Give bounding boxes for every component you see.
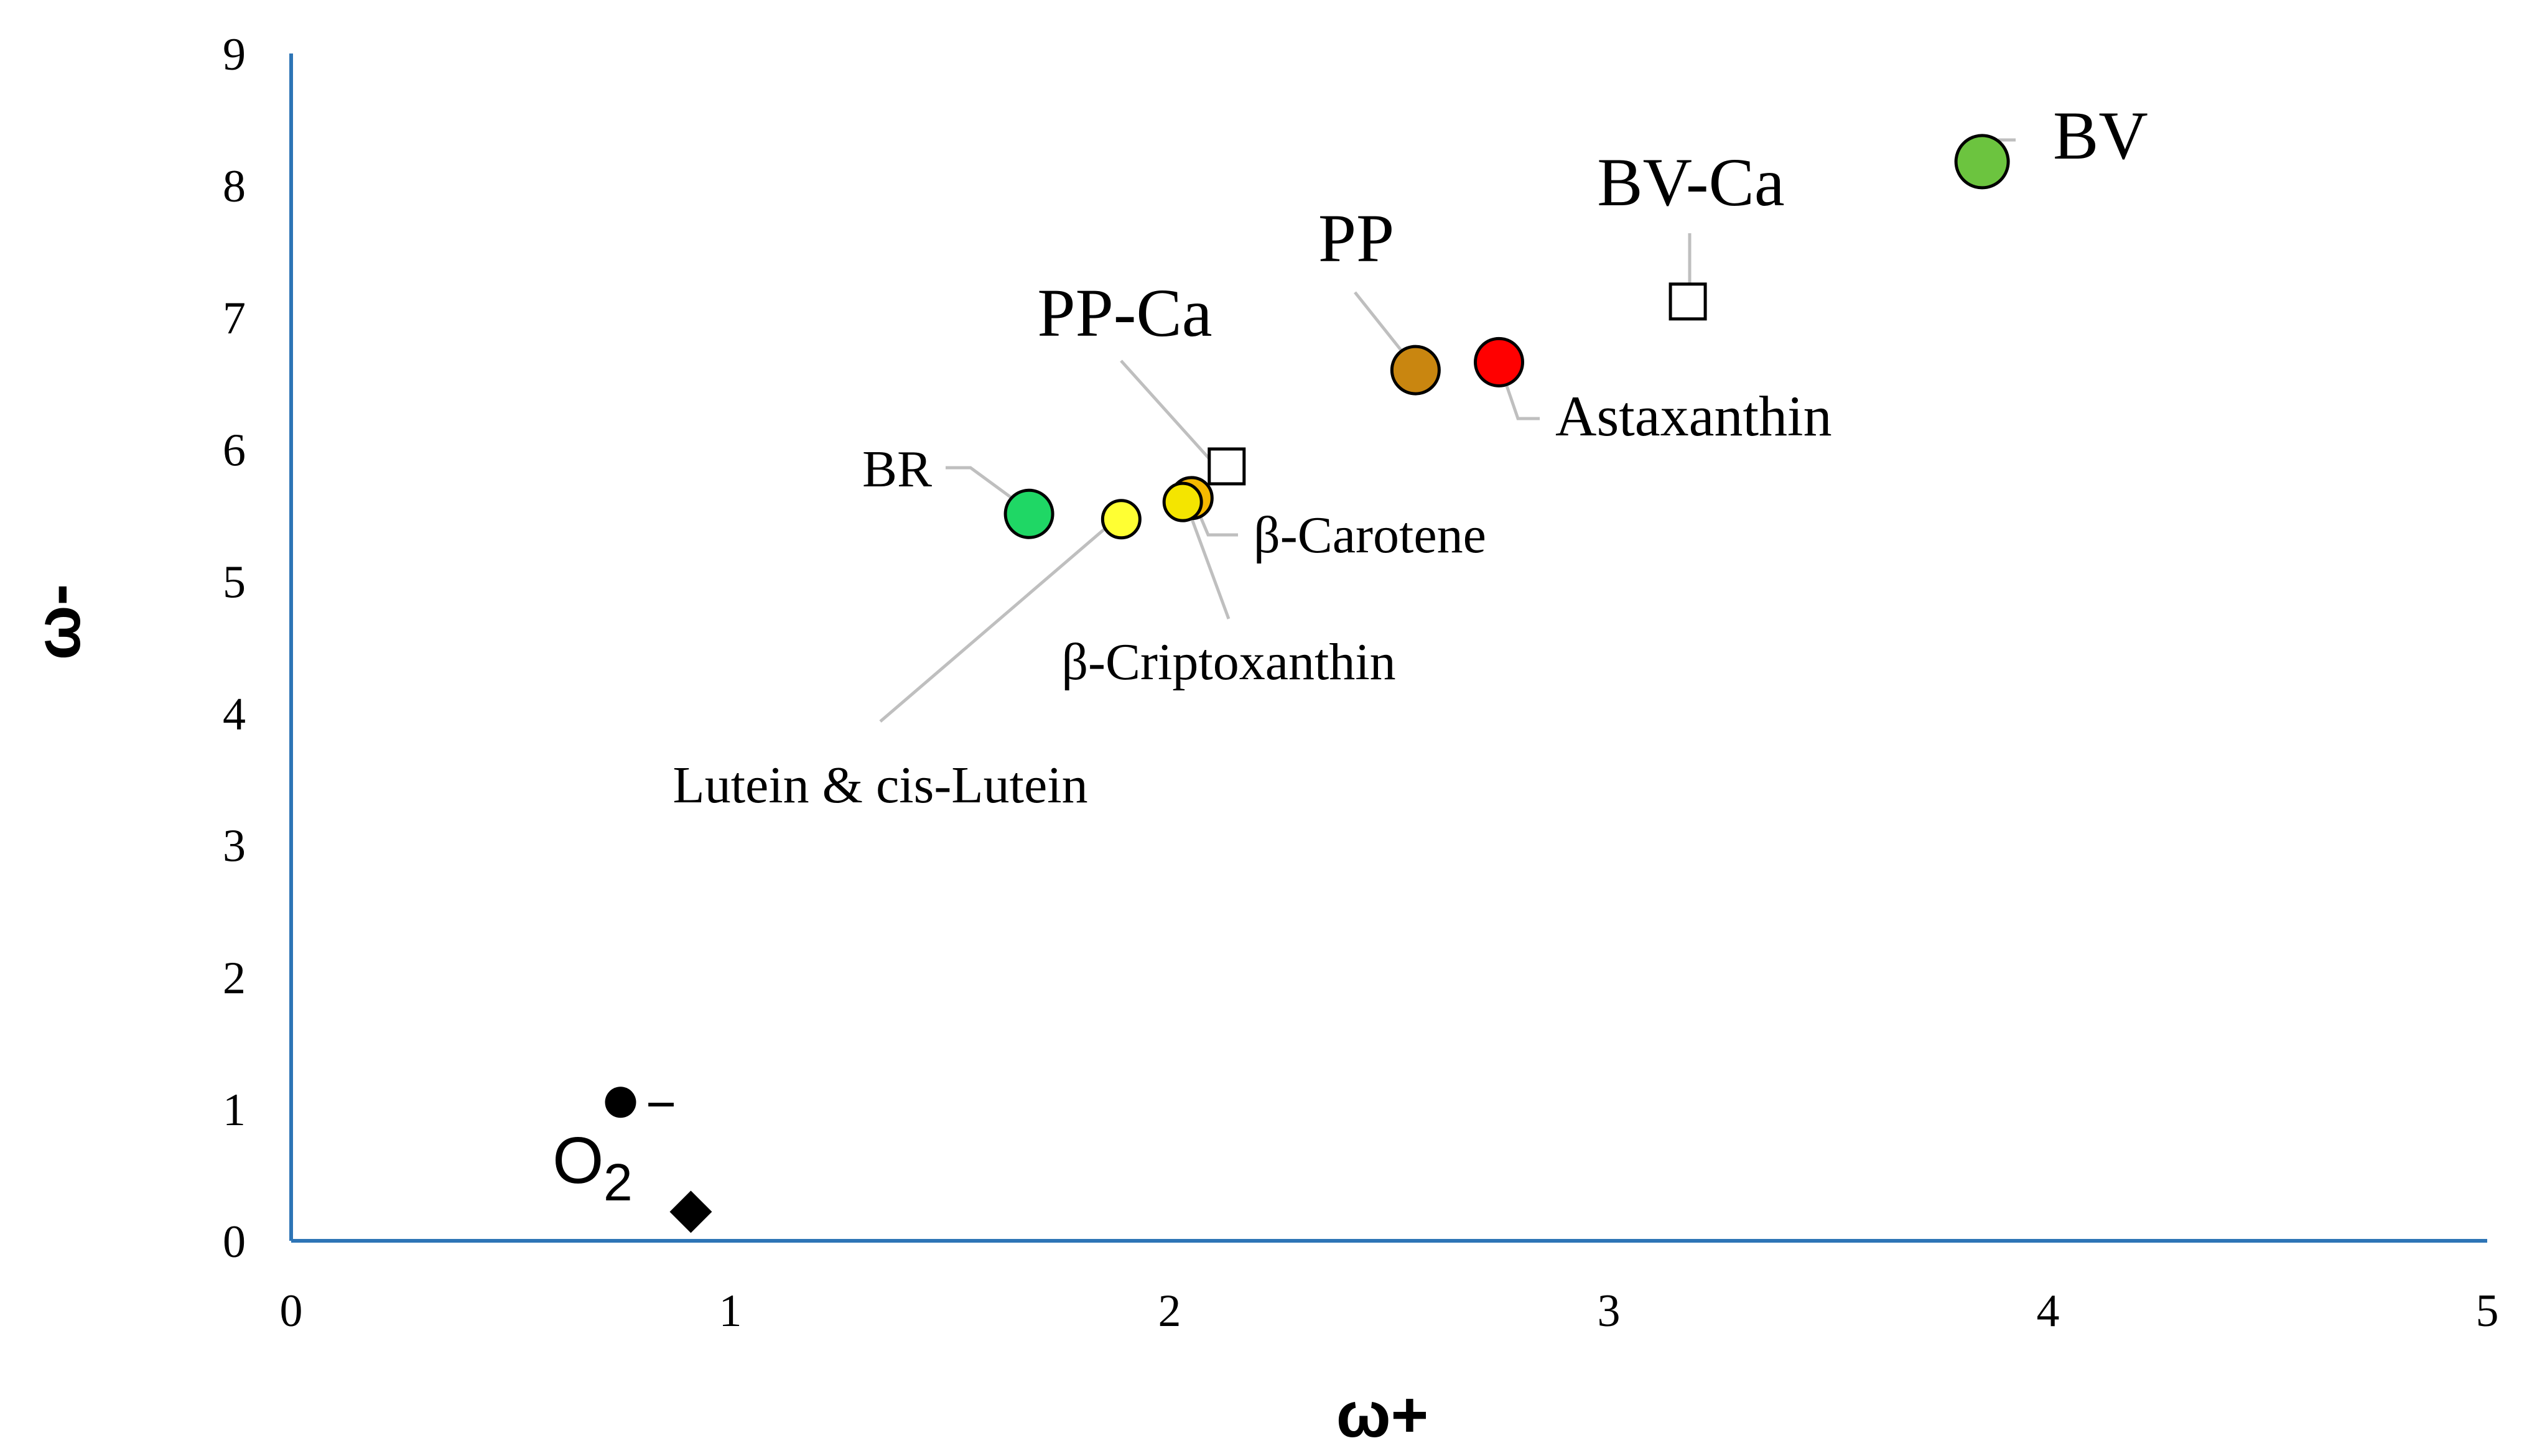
leader-line-beta-criptoxanthin xyxy=(1183,500,1231,619)
y-tick-label: 7 xyxy=(223,293,246,344)
point-bv xyxy=(1954,134,2010,190)
leader-line-pp-ca xyxy=(1120,359,1212,461)
data-points xyxy=(605,134,2010,1233)
point-labels: BV BV-Ca PP Astaxanthin PP-Ca β-Carotene β-Cri… xyxy=(673,98,2148,814)
label-lutein-and-cis-lutein: Lutein & cis-Lutein xyxy=(673,756,1087,814)
o2-label-superscript: − xyxy=(646,1075,676,1133)
o2-label-subscript: 2 xyxy=(603,1153,633,1212)
x-tick-label: 5 xyxy=(2476,1286,2499,1337)
label-br: BR xyxy=(862,440,932,498)
x-tick-label: 0 xyxy=(280,1286,303,1337)
y-tick-label: 4 xyxy=(223,689,246,740)
y-tick-label: 0 xyxy=(223,1217,246,1268)
x-tick-label: 4 xyxy=(2037,1286,2060,1337)
y-tick-label: 2 xyxy=(223,953,246,1004)
x-ticks: 0 1 2 3 4 5 xyxy=(280,1286,2499,1337)
label-bv: BV xyxy=(2053,98,2148,174)
point-o2 xyxy=(669,1190,712,1233)
o2-label: O 2 − xyxy=(552,1075,676,1212)
point-beta-criptoxanthin xyxy=(1162,481,1203,522)
point-lutein-and-cis-lutein xyxy=(1101,499,1142,540)
y-ticks: 0 1 2 3 4 5 6 7 8 9 xyxy=(223,29,246,1268)
x-axis-title: ω+ xyxy=(1336,1379,1429,1451)
y-tick-label: 9 xyxy=(223,29,246,80)
y-tick-label: 1 xyxy=(223,1085,246,1136)
label-bv-ca: BV-Ca xyxy=(1597,144,1785,220)
point-br xyxy=(1003,488,1054,539)
point-bv-ca xyxy=(1669,282,1707,321)
y-tick-label: 6 xyxy=(223,425,246,476)
axes xyxy=(289,53,2487,1243)
leader-line-br xyxy=(946,466,1028,511)
y-axis-title: ω- xyxy=(22,584,94,660)
point-pp-ca xyxy=(1208,447,1246,486)
leader-line-lutein-and-cis-lutein xyxy=(879,520,1115,723)
label-beta-criptoxanthin: β-Criptoxanthin xyxy=(1061,633,1395,691)
point-pp xyxy=(1390,345,1441,396)
label-beta-carotene: β-Carotene xyxy=(1254,506,1486,564)
leader-lines xyxy=(879,138,2016,723)
label-pp: PP xyxy=(1318,200,1394,276)
o2-label-main: O xyxy=(552,1124,603,1197)
y-tick-label: 3 xyxy=(223,821,246,872)
y-tick-label: 5 xyxy=(223,557,246,608)
label-pp-ca: PP-Ca xyxy=(1037,275,1212,351)
x-tick-label: 1 xyxy=(719,1286,742,1337)
x-tick-label: 2 xyxy=(1158,1286,1181,1337)
x-tick-label: 3 xyxy=(1598,1286,1621,1337)
label-astaxanthin: Astaxanthin xyxy=(1555,384,1832,448)
y-tick-label: 8 xyxy=(223,161,246,212)
point-o2-superoxide xyxy=(605,1087,636,1118)
point-astaxanthin xyxy=(1474,336,1524,387)
